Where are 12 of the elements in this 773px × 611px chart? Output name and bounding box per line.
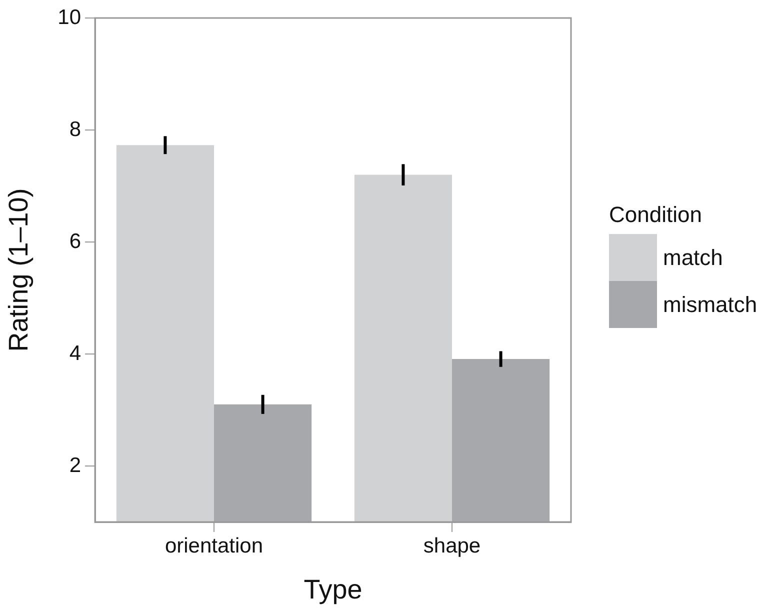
legend-title: Condition — [609, 202, 703, 228]
legend-label: match — [663, 244, 723, 270]
y-tick-label: 10 — [58, 6, 81, 29]
x-tick-label: shape — [423, 534, 481, 558]
x-axis-title: Type — [304, 574, 362, 604]
y-axis-title: Rating (1–10) — [4, 188, 34, 352]
x-tick-label: orientation — [164, 534, 264, 558]
y-tick-label: 6 — [69, 230, 81, 253]
y-tick-label: 4 — [69, 342, 82, 365]
legend-label: mismatch — [663, 292, 758, 318]
y-tick-label: 8 — [69, 118, 81, 141]
y-tick-label: 2 — [69, 454, 81, 477]
